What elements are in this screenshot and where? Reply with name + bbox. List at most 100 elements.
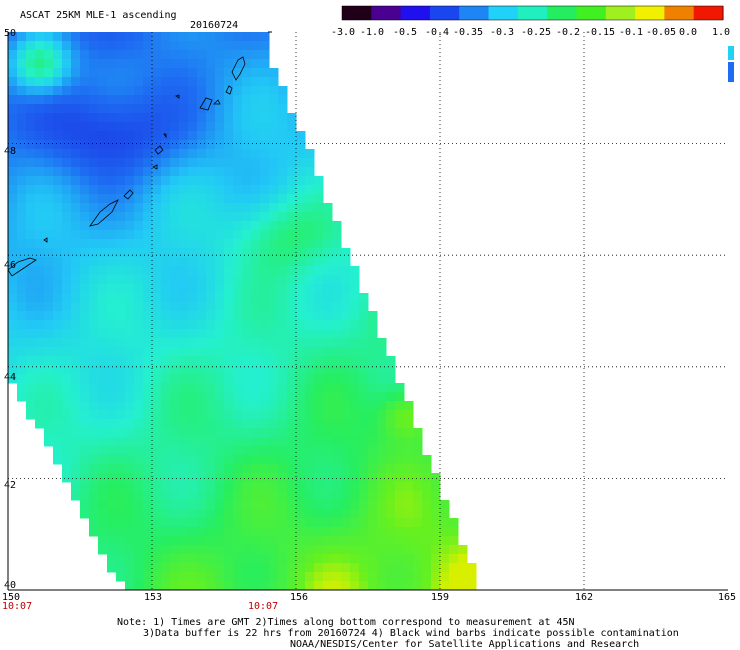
- swath-cell: [17, 77, 27, 87]
- swath-cell: [215, 275, 225, 285]
- swath-cell: [152, 365, 162, 375]
- swath-cell: [269, 257, 279, 267]
- swath-cell: [134, 428, 144, 438]
- swath-cell: [197, 500, 207, 510]
- swath-cell: [134, 266, 144, 276]
- swath-cell: [314, 221, 324, 231]
- swath-cell: [305, 383, 315, 393]
- swath-cell: [116, 86, 126, 96]
- swath-cell: [323, 509, 333, 519]
- swath-cell: [170, 149, 180, 159]
- swath-cell: [170, 239, 180, 249]
- swath-cell: [395, 572, 405, 582]
- colorbar-swatch: [429, 6, 460, 20]
- swath-cell: [224, 266, 234, 276]
- swath-cell: [224, 356, 234, 366]
- swath-cell: [278, 266, 288, 276]
- swath-cell: [62, 257, 72, 267]
- island-outline: [231, 56, 246, 81]
- swath-cell: [224, 401, 234, 411]
- swath-cell: [98, 518, 108, 528]
- swath-cell: [134, 221, 144, 231]
- swath-cell: [296, 527, 306, 537]
- swath-cell: [287, 527, 297, 537]
- swath-cell: [134, 473, 144, 483]
- swath-cell: [143, 455, 153, 465]
- swath-cell: [296, 509, 306, 519]
- swath-cell: [233, 266, 243, 276]
- swath-cell: [62, 455, 72, 465]
- swath-cell: [125, 68, 135, 78]
- swath-cell: [242, 212, 252, 222]
- swath-cell: [98, 185, 108, 195]
- swath-cell: [377, 581, 387, 591]
- swath-cell: [233, 464, 243, 474]
- swath-cell: [53, 248, 63, 258]
- swath-cell: [449, 536, 459, 546]
- swath-cell: [62, 131, 72, 141]
- swath-cell: [80, 302, 90, 312]
- swath-cell: [260, 95, 270, 105]
- swath-cell: [134, 275, 144, 285]
- swath-cell: [242, 122, 252, 132]
- swath-cell: [386, 482, 396, 492]
- swath-cell: [116, 518, 126, 528]
- swath-cell: [116, 59, 126, 69]
- swath-cell: [152, 347, 162, 357]
- colorbar-swatch: [693, 6, 724, 20]
- swath-cell: [296, 500, 306, 510]
- swath-cell: [413, 500, 423, 510]
- swath-cell: [161, 500, 171, 510]
- swath-cell: [251, 248, 261, 258]
- swath-cell: [296, 365, 306, 375]
- swath-cell: [242, 50, 252, 60]
- swath-cell: [116, 122, 126, 132]
- swath-cell: [206, 410, 216, 420]
- swath-cell: [71, 302, 81, 312]
- swath-cell: [134, 320, 144, 330]
- swath-cell: [125, 455, 135, 465]
- swath-cell: [8, 140, 18, 150]
- swath-cell: [134, 536, 144, 546]
- swath-cell: [260, 311, 270, 321]
- swath-cell: [107, 104, 117, 114]
- swath-cell: [17, 347, 27, 357]
- swath-cell: [242, 194, 252, 204]
- swath-cell: [197, 158, 207, 168]
- swath-cell: [296, 410, 306, 420]
- swath-cell: [44, 41, 54, 51]
- swath-cell: [197, 491, 207, 501]
- swath-cell: [251, 221, 261, 231]
- swath-cell: [116, 140, 126, 150]
- swath-cell: [305, 464, 315, 474]
- swath-cell: [8, 203, 18, 213]
- swath-cell: [296, 185, 306, 195]
- swath-cell: [323, 437, 333, 447]
- swath-cell: [125, 347, 135, 357]
- swath-cell: [350, 500, 360, 510]
- swath-cell: [134, 284, 144, 294]
- swath-cell: [89, 32, 99, 42]
- swath-cell: [215, 59, 225, 69]
- swath-cell: [143, 581, 153, 591]
- swath-cell: [206, 77, 216, 87]
- swath-cell: [215, 401, 225, 411]
- lon-label-162: 162: [575, 592, 594, 603]
- swath-cell: [134, 482, 144, 492]
- swath-cell: [242, 446, 252, 456]
- swath-cell: [8, 59, 18, 69]
- swath-cell: [89, 473, 99, 483]
- swath-cell: [260, 527, 270, 537]
- swath-cell: [179, 518, 189, 528]
- swath-cell: [161, 32, 171, 42]
- swath-cell: [125, 365, 135, 375]
- swath-cell: [215, 365, 225, 375]
- swath-cell: [242, 230, 252, 240]
- swath-cell: [458, 572, 468, 582]
- swath-cell: [80, 473, 90, 483]
- swath-cell: [287, 401, 297, 411]
- swath-cell: [359, 518, 369, 528]
- swath-cell: [233, 293, 243, 303]
- swath-cell: [89, 230, 99, 240]
- swath-cell: [89, 131, 99, 141]
